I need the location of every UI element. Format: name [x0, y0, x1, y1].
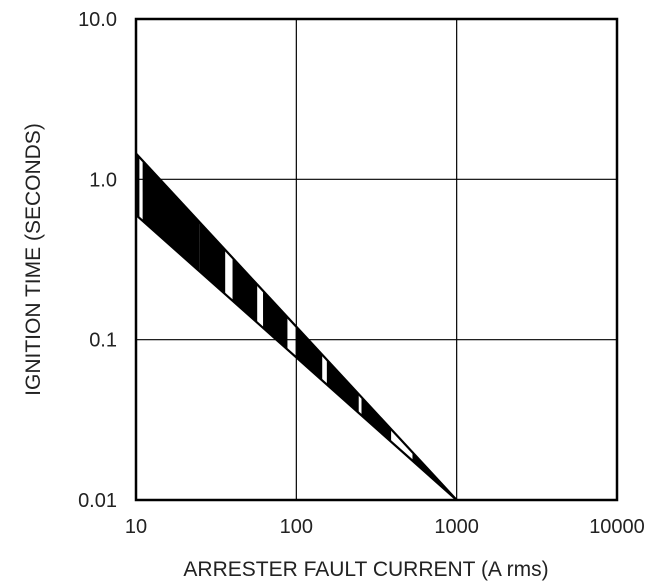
y-tick-label: 0.1: [89, 330, 117, 352]
tick-labels: 10 100 1000 10000 0.01 0.1 1.0 10.0: [78, 9, 645, 538]
x-tick-label: 1000: [434, 516, 479, 538]
x-tick-label: 100: [280, 516, 313, 538]
band-stripe: [167, 186, 200, 271]
x-tick-label: 10000: [589, 516, 645, 538]
band-stripe: [327, 360, 359, 413]
y-tick-label: 0.01: [78, 490, 117, 512]
band-stripe: [296, 326, 323, 380]
band-stripe: [263, 291, 287, 350]
y-tick-label: 1.0: [89, 169, 117, 191]
y-tick-label: 10.0: [78, 9, 117, 31]
y-axis-label: IGNITION TIME (SECONDS): [22, 123, 45, 396]
x-axis-label: ARRESTER FAULT CURRENT (A rms): [183, 558, 548, 581]
x-tick-label: 10: [125, 516, 147, 538]
